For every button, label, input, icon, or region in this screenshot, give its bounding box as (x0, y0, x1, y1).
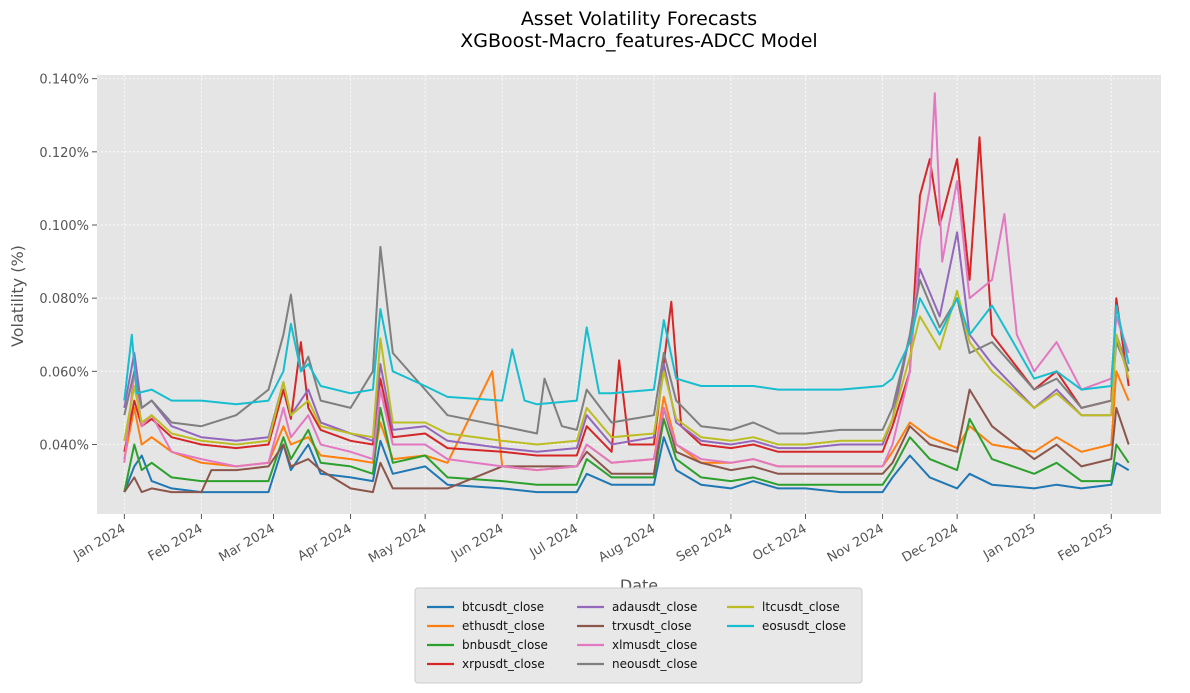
x-tick-label: Jul 2024 (527, 521, 581, 561)
legend-box (414, 587, 863, 684)
x-tick-label: Mar 2024 (217, 521, 278, 565)
legend-label: xlmusdt_close (612, 638, 697, 652)
y-tick-label: 0.120% (39, 146, 89, 161)
series-line-xlmusdt_close (123, 92, 1130, 472)
x-tick-label: Feb 2024 (146, 521, 206, 564)
x-tick-label: May 2024 (366, 521, 429, 566)
legend: btcusdt_closeethusdt_closebnbusdt_closex… (414, 587, 863, 684)
legend-label: trxusdt_close (612, 619, 692, 633)
x-axis: Jan 2024 Feb 2024 Mar 2024 Apr 2024 May 2024… (70, 514, 1115, 567)
x-tick-label: Dec 2024 (900, 521, 962, 565)
legend-label: xrpusdt_close (462, 657, 545, 671)
legend-label: ethusdt_close (462, 619, 545, 633)
x-tick-label: Sep 2024 (674, 521, 735, 565)
y-tick-label: 0.080% (39, 292, 89, 307)
y-axis-label: Volatility (%) (8, 245, 27, 347)
plot-area (97, 75, 1161, 514)
y-tick-label: 0.140% (39, 73, 89, 88)
x-tick-label: Jan 2024 (70, 521, 128, 563)
series-line-xrpusdt_close (123, 136, 1130, 457)
x-tick-label: Oct 2024 (750, 521, 809, 564)
series-line-bnbusdt_close (123, 406, 1130, 493)
y-tick-label: 0.040% (39, 438, 89, 453)
chart-title: Asset Volatility Forecasts (521, 8, 757, 30)
y-tick-label: 0.060% (39, 365, 89, 380)
series-lines (123, 92, 1130, 494)
legend-label: bnbusdt_close (462, 638, 548, 652)
x-tick-label: Jun 2024 (448, 521, 506, 563)
legend-label: adausdt_close (612, 600, 697, 614)
series-line-trxusdt_close (123, 388, 1130, 494)
chart-subtitle: XGBoost-Macro_features-ADCC Model (460, 30, 817, 52)
y-tick-label: 0.100% (39, 219, 89, 234)
legend-label: ltcusdt_close (762, 600, 840, 614)
x-tick-label: Jan 2025 (980, 521, 1038, 563)
y-axis: 0.040% 0.060% 0.080% 0.100% 0.120% 0.140% (39, 73, 97, 453)
x-tick-label: Apr 2024 (295, 521, 354, 564)
legend-label: eosusdt_close (762, 619, 846, 633)
legend-label: btcusdt_close (462, 600, 544, 614)
x-tick-label: Feb 2025 (1056, 521, 1116, 564)
x-tick-label: Aug 2024 (596, 521, 658, 565)
legend-label: neousdt_close (612, 657, 697, 671)
x-tick-label: Nov 2024 (825, 521, 887, 565)
series-line-eosusdt_close (123, 297, 1130, 406)
series-line-btcusdt_close (123, 436, 1130, 494)
